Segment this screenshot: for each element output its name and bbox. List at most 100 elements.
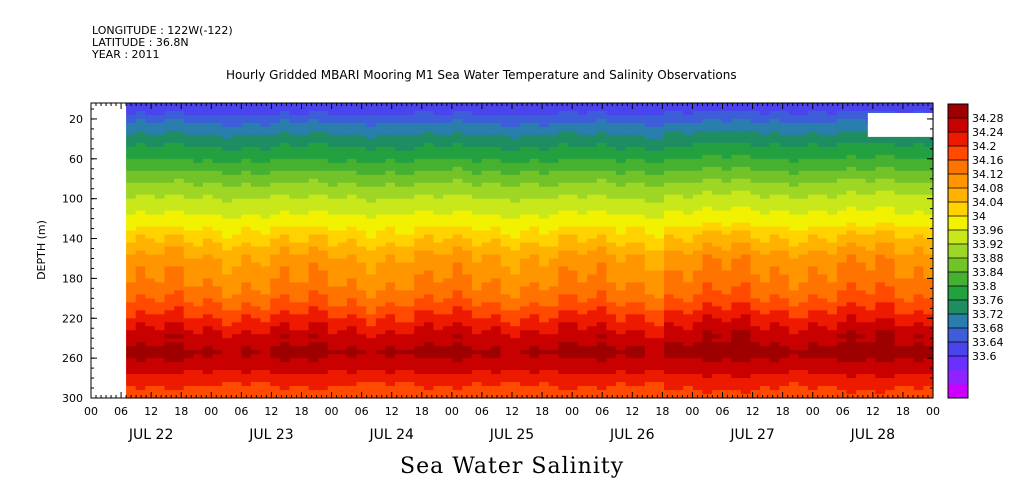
heatmap-cell (452, 170, 463, 176)
heatmap-cell (673, 162, 684, 168)
heatmap-cell (289, 103, 300, 108)
heatmap-cell (673, 166, 684, 172)
heatmap-cell (145, 314, 156, 319)
heatmap-cell (183, 290, 194, 295)
heatmap-cell (692, 206, 704, 212)
heatmap-cell (760, 366, 771, 371)
heatmap-cell (366, 274, 377, 280)
heatmap-cell (692, 262, 704, 268)
heatmap-cell (673, 390, 684, 395)
heatmap-cell (740, 366, 752, 371)
heatmap-cell (462, 222, 473, 228)
heatmap-cell (270, 390, 281, 395)
heatmap-cell (260, 162, 271, 168)
heatmap-cell (404, 310, 415, 315)
heatmap-cell (692, 354, 704, 359)
heatmap-cell (222, 134, 233, 140)
heatmap-cell (443, 294, 454, 299)
heatmap-cell (366, 170, 377, 176)
heatmap-cell (404, 154, 415, 160)
heatmap-cell (664, 326, 675, 331)
heatmap-cell (491, 270, 502, 276)
heatmap-cell (577, 110, 588, 116)
heatmap-cell (596, 334, 607, 339)
heatmap-cell (616, 103, 627, 108)
heatmap-cell (423, 202, 435, 208)
heatmap-cell (481, 194, 492, 200)
heatmap-cell (558, 302, 569, 307)
heatmap-cell (433, 154, 444, 160)
heatmap-cell (241, 218, 252, 224)
heatmap-cell (519, 246, 531, 252)
heatmap-cell (491, 326, 502, 331)
heatmap-cell (404, 362, 415, 367)
heatmap-cell (145, 254, 156, 260)
heatmap-cell (596, 370, 607, 375)
heatmap-cell (606, 130, 617, 136)
heatmap-cell (327, 242, 339, 248)
heatmap-cell (433, 334, 444, 339)
heatmap-cell (337, 382, 348, 387)
heatmap-cell (174, 250, 185, 256)
heatmap-cell (577, 270, 588, 276)
heatmap-cell (606, 190, 617, 196)
heatmap-cell (654, 166, 665, 172)
heatmap-cell (404, 282, 415, 287)
heatmap-cell (731, 158, 742, 164)
heatmap-cell (337, 338, 348, 343)
heatmap-cell (183, 298, 194, 303)
heatmap-cell (308, 138, 319, 144)
heatmap-cell (231, 162, 242, 168)
heatmap-cell (625, 118, 636, 124)
heatmap-cell (154, 270, 166, 276)
heatmap-cell (318, 246, 329, 252)
heatmap-cell (212, 126, 223, 132)
heatmap-cell (212, 142, 223, 148)
heatmap-cell (337, 358, 348, 363)
heatmap-cell (385, 282, 396, 287)
heatmap-cell (318, 382, 329, 387)
heatmap-cell (760, 258, 771, 264)
heatmap-cell (385, 306, 396, 311)
heatmap-cell (558, 242, 569, 248)
heatmap-cell (529, 342, 540, 347)
heatmap-cell (606, 394, 617, 399)
heatmap-cell (366, 370, 377, 375)
heatmap-cell (577, 250, 588, 256)
heatmap-cell (635, 298, 646, 303)
heatmap-cell (596, 182, 607, 188)
heatmap-cell (298, 178, 310, 184)
heatmap-cell (539, 366, 550, 371)
heatmap-cell (222, 378, 233, 383)
heatmap-cell (308, 258, 319, 264)
heatmap-cell (683, 374, 694, 379)
heatmap-cell (606, 286, 617, 291)
heatmap-cell (683, 110, 694, 116)
heatmap-cell (558, 358, 569, 363)
heatmap-cell (491, 222, 502, 228)
heatmap-cell (298, 382, 310, 387)
heatmap-cell (347, 282, 358, 287)
heatmap-cell (375, 270, 387, 276)
heatmap-cell (443, 134, 454, 140)
heatmap-cell (318, 202, 329, 208)
heatmap-cell (481, 366, 492, 371)
heatmap-cell (500, 374, 511, 379)
heatmap-cell (433, 262, 444, 268)
heatmap-cell (596, 178, 607, 184)
heatmap-cell (318, 330, 329, 335)
heatmap-cell (193, 374, 204, 379)
heatmap-cell (529, 354, 540, 359)
heatmap-cell (577, 322, 588, 327)
heatmap-cell (606, 278, 617, 283)
heatmap-cell (500, 178, 511, 184)
heatmap-cell (126, 146, 137, 152)
heatmap-cell (721, 190, 732, 196)
heatmap-cell (452, 142, 463, 148)
heatmap-cell (193, 286, 204, 291)
heatmap-cell (241, 370, 252, 375)
heatmap-cell (644, 306, 656, 311)
heatmap-cell (298, 190, 310, 196)
heatmap-cell (423, 134, 435, 140)
heatmap-cell (731, 318, 742, 323)
